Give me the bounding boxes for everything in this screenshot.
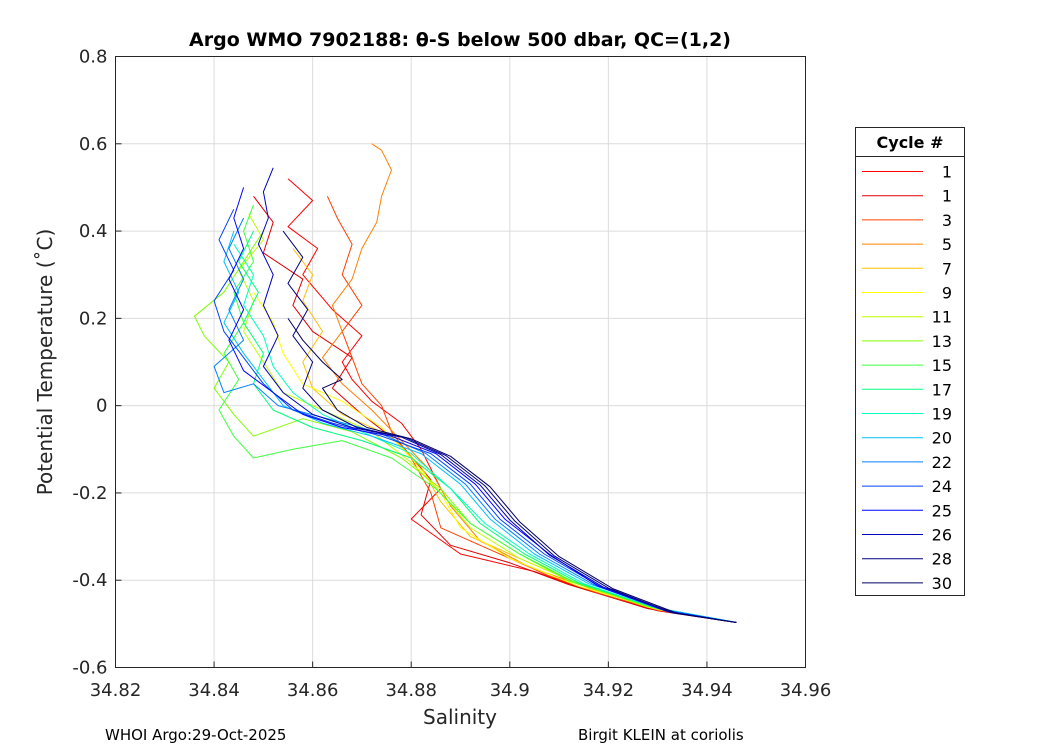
- legend-label: 13: [932, 332, 952, 351]
- series-line-cycle-19: [233, 243, 737, 623]
- x-tick-label: 34.92: [583, 680, 635, 701]
- legend-label: 15: [932, 356, 952, 375]
- y-tick-label: -0.6: [72, 658, 107, 679]
- legend-label: 28: [932, 550, 952, 569]
- legend-box: [855, 127, 965, 596]
- y-tick-label: 0.8: [79, 47, 108, 68]
- series-line-cycle-17: [238, 230, 737, 623]
- y-tick-label: 0.6: [79, 134, 108, 155]
- y-tick-label: 0: [96, 396, 107, 417]
- legend-label: 5: [942, 235, 952, 254]
- y-tick-label: 0.2: [79, 308, 108, 329]
- legend-label: 20: [932, 429, 952, 448]
- series-line-cycle-15: [218, 204, 737, 623]
- y-tick-label: 0.4: [79, 221, 108, 242]
- legend-label: 22: [932, 453, 952, 472]
- x-tick-label: 34.84: [188, 680, 240, 701]
- legend-label: 19: [932, 405, 952, 424]
- x-tick-label: 34.82: [90, 680, 142, 701]
- series-line-cycle-24: [213, 208, 737, 623]
- series-line-cycle-3: [326, 195, 737, 623]
- legend-label: 24: [932, 477, 952, 496]
- series-line-cycle-11: [238, 213, 737, 623]
- legend-label: 17: [932, 380, 952, 399]
- series-line-cycle-20: [223, 230, 737, 623]
- legend-label: 25: [932, 501, 952, 520]
- legend-label: 3: [942, 211, 952, 230]
- x-tick-label: 34.94: [681, 680, 733, 701]
- chart-title: Argo WMO 7902188: θ-S below 500 dbar, QC…: [189, 29, 731, 51]
- x-tick-label: 34.88: [385, 680, 437, 701]
- series-line-cycle-22: [213, 217, 737, 623]
- x-tick-label: 34.86: [287, 680, 339, 701]
- legend-label: 7: [942, 259, 952, 278]
- legend-label: 30: [932, 574, 952, 593]
- series-layer: [193, 143, 737, 623]
- y-tick-label: -0.2: [72, 483, 107, 504]
- plot-frame: [115, 56, 806, 668]
- y-tick-label: -0.4: [72, 570, 107, 591]
- series-line-cycle-28: [282, 230, 737, 623]
- x-axis-label: Salinity: [423, 705, 497, 729]
- series-line-cycle-26: [257, 167, 737, 623]
- legend-label: 26: [932, 526, 952, 545]
- legend-label: 1: [942, 163, 952, 182]
- series-line-cycle-30: [287, 318, 737, 623]
- legend-label: 9: [942, 284, 952, 303]
- grid-lines: [115, 56, 806, 668]
- legend-label: 1: [942, 187, 952, 206]
- legend-title: Cycle #: [877, 133, 944, 152]
- tick-labels: 34.82 34.84 34.86 34.88 34.9 34.92 34.94 34.96 -…: [72, 47, 831, 702]
- footer-right-text: Birgit KLEIN at coriolis: [578, 726, 744, 744]
- legend-label: 11: [932, 308, 952, 327]
- y-axis-label: Potential Temperature (˚C): [33, 229, 57, 496]
- x-tick-label: 34.9: [490, 680, 530, 701]
- x-tick-label: 34.96: [780, 680, 832, 701]
- footer-left-text: WHOI Argo:29-Oct-2025: [105, 726, 287, 744]
